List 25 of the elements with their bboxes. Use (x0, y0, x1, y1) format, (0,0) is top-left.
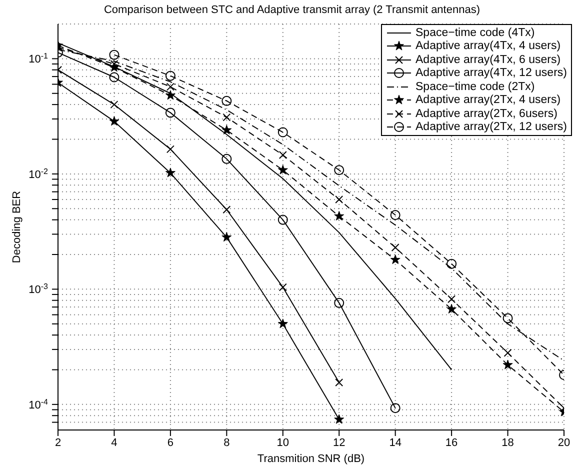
y-tick-label: 10$^{-3}$ (28, 282, 49, 296)
x-tick-label: 20 (558, 436, 570, 449)
chart-title: Comparison between STC and Adaptive transmit array (2 Transmit antennas) (102, 4, 481, 18)
x-tick-label: 2 (54, 436, 62, 449)
legend-label: Adaptive array(2Tx, 4 users) (416, 94, 561, 106)
legend-label: Adaptive array(2Tx, 6users) (416, 108, 558, 120)
legend-label: Space−time code (2Tx) (416, 80, 535, 93)
y-tick-label: 10$^{-1}$ (28, 51, 49, 66)
x-tick-label: 18 (502, 436, 514, 449)
x-tick-label: 6 (167, 436, 174, 449)
x-tick-label: 12 (332, 436, 346, 449)
legend-label: Adaptive array(4Tx, 12 users) (416, 67, 567, 80)
x-axis-title: Transmition SNR (dB) (257, 453, 365, 465)
x-tick-label: 10 (276, 436, 290, 449)
legend-label: Adaptive array(4Tx, 6 users) (416, 54, 561, 66)
x-tick-label: 16 (445, 436, 458, 449)
x-tick-label: 14 (389, 436, 402, 449)
legend-label: Adaptive array(4Tx, 4 users) (416, 40, 561, 52)
x-tick-label: 8 (224, 436, 230, 449)
y-tick-label: 10$^{-4}$ (28, 396, 49, 412)
legend-label: Space−time code (4Tx) (416, 26, 535, 39)
y-tick-label: 10$^{-2}$ (28, 166, 49, 181)
y-axis-title: Decoding BER (10, 190, 23, 264)
x-tick-label: 4 (111, 436, 118, 449)
legend-label: Adaptive array(2Tx, 12 users) (416, 121, 567, 134)
